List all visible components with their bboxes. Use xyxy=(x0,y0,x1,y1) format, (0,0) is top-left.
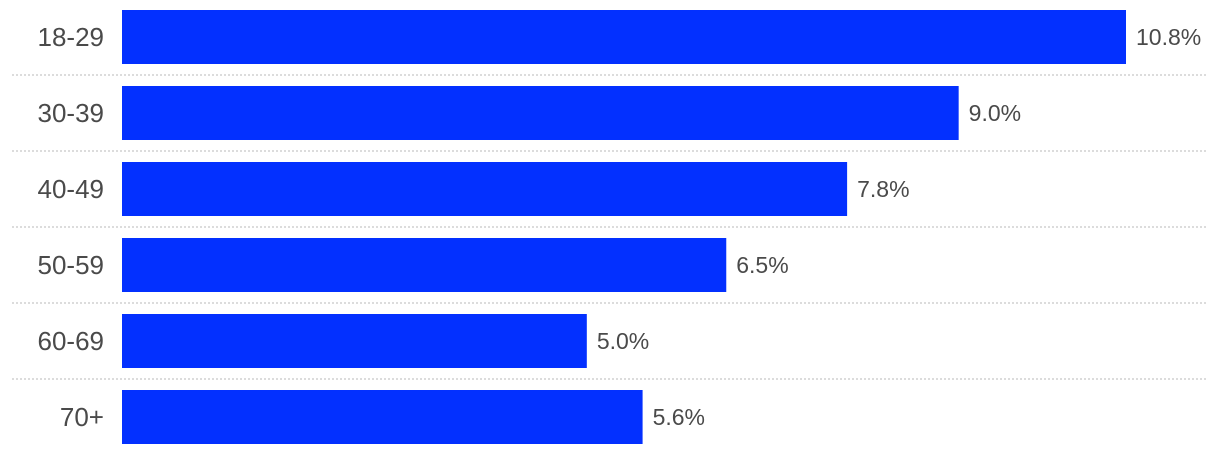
category-label: 60-69 xyxy=(38,326,105,356)
value-labels: 10.8% 9.0% 7.8% 6.5% 5.0% 5.6% xyxy=(597,24,1201,430)
value-label: 9.0% xyxy=(969,100,1021,126)
bar-18-29 xyxy=(122,10,1126,64)
bar-40-49 xyxy=(122,162,848,216)
value-label: 5.0% xyxy=(597,328,649,354)
bar-50-59 xyxy=(122,238,727,292)
category-label: 18-29 xyxy=(38,22,105,52)
value-label: 7.8% xyxy=(857,176,909,202)
bar-70+ xyxy=(122,390,643,444)
bar-60-69 xyxy=(122,314,587,368)
value-label: 10.8% xyxy=(1136,24,1201,50)
bars xyxy=(122,10,1126,444)
category-label: 70+ xyxy=(60,402,104,432)
row-separators xyxy=(12,74,1208,380)
category-labels: 18-29 30-39 40-49 50-59 60-69 70+ xyxy=(38,22,105,432)
value-label: 5.6% xyxy=(653,404,705,430)
category-label: 40-49 xyxy=(38,174,105,204)
category-label: 30-39 xyxy=(38,98,105,128)
category-label: 50-59 xyxy=(38,250,105,280)
value-label: 6.5% xyxy=(736,252,788,278)
bar-30-39 xyxy=(122,86,959,140)
